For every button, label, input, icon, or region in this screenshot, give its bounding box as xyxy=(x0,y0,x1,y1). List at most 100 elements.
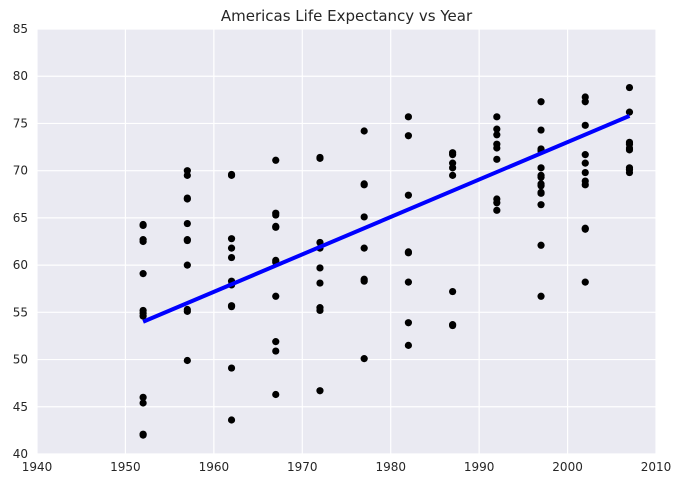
data-point xyxy=(183,195,191,203)
data-point xyxy=(537,189,545,197)
regression-line xyxy=(142,114,631,324)
data-point xyxy=(272,211,280,219)
data-point xyxy=(537,182,545,190)
regression-line-group xyxy=(142,114,631,324)
data-point xyxy=(360,127,368,135)
data-point xyxy=(493,125,501,133)
data-point xyxy=(316,279,324,287)
y-tick-label: 70 xyxy=(13,164,28,178)
y-tick-label: 60 xyxy=(13,258,28,272)
data-point xyxy=(272,390,280,399)
data-point xyxy=(139,270,147,278)
data-point xyxy=(493,144,501,152)
y-tick-label: 55 xyxy=(13,305,28,319)
data-point xyxy=(227,244,236,252)
data-point xyxy=(537,164,545,172)
data-point xyxy=(183,261,191,269)
data-point xyxy=(581,278,589,286)
y-tick-label: 40 xyxy=(13,447,28,461)
data-point xyxy=(581,121,589,129)
data-point xyxy=(493,199,501,207)
data-point xyxy=(183,307,191,315)
data-point xyxy=(625,146,634,154)
data-point xyxy=(537,292,545,300)
x-tick-label: 1970 xyxy=(287,460,318,474)
data-point xyxy=(404,191,412,199)
data-point xyxy=(139,237,147,246)
data-point xyxy=(227,253,236,262)
data-point xyxy=(272,338,280,346)
data-point xyxy=(139,393,147,401)
x-tick-label: 2010 xyxy=(641,460,672,474)
data-point xyxy=(227,416,236,424)
y-tick-label: 65 xyxy=(13,211,28,225)
data-point xyxy=(493,131,501,139)
chart-title: Americas Life Expectancy vs Year xyxy=(221,7,473,25)
data-point xyxy=(272,156,280,164)
data-point xyxy=(139,221,147,230)
y-tick-label: 85 xyxy=(13,22,28,36)
data-point xyxy=(449,171,457,179)
data-point xyxy=(360,277,368,285)
x-tick-label: 1960 xyxy=(199,460,230,474)
tick-labels: 1940 1950 1960 1970 1980 1990 2000 2010 40 45 50 55… xyxy=(13,22,672,474)
data-point xyxy=(404,278,412,286)
y-tick-label: 45 xyxy=(13,400,28,414)
data-point xyxy=(537,241,545,249)
data-point xyxy=(581,181,589,189)
data-point xyxy=(272,292,280,300)
x-tick-label: 1990 xyxy=(464,460,495,474)
data-point xyxy=(183,219,191,228)
data-point xyxy=(227,364,236,372)
data-point xyxy=(449,287,457,296)
data-points xyxy=(139,83,634,439)
data-point xyxy=(449,321,457,330)
data-point xyxy=(449,164,457,172)
data-point xyxy=(404,341,412,349)
data-point xyxy=(537,173,545,181)
data-point xyxy=(625,108,634,116)
data-point xyxy=(581,151,589,159)
data-point xyxy=(404,249,412,257)
data-point xyxy=(625,83,634,92)
data-point xyxy=(581,225,589,233)
y-tick-label: 75 xyxy=(13,116,28,130)
data-point xyxy=(493,206,501,214)
data-point xyxy=(227,171,236,179)
data-point xyxy=(581,168,589,177)
data-point xyxy=(360,355,368,363)
data-point xyxy=(183,236,191,245)
data-point xyxy=(316,306,324,315)
data-point xyxy=(183,356,191,365)
data-point xyxy=(183,171,191,179)
data-point xyxy=(404,113,412,121)
data-point xyxy=(316,387,324,395)
data-point xyxy=(360,244,368,252)
data-point xyxy=(581,98,589,106)
data-point xyxy=(272,347,280,355)
data-point xyxy=(272,223,280,231)
data-point xyxy=(139,312,147,320)
data-point xyxy=(537,126,545,134)
data-point xyxy=(493,155,501,163)
data-point xyxy=(316,264,324,272)
data-point xyxy=(404,319,412,327)
data-point xyxy=(537,201,545,209)
data-point xyxy=(404,132,412,140)
y-tick-label: 80 xyxy=(13,69,28,83)
data-point xyxy=(139,431,147,439)
plot-area xyxy=(37,29,656,454)
y-tick-label: 50 xyxy=(13,353,28,367)
x-tick-label: 1950 xyxy=(110,460,141,474)
data-point xyxy=(316,154,324,162)
x-tick-label: 1980 xyxy=(375,460,406,474)
data-point xyxy=(139,399,147,407)
data-point xyxy=(227,303,236,311)
data-point xyxy=(581,159,589,167)
x-tick-label: 2000 xyxy=(552,460,583,474)
data-point xyxy=(360,213,368,221)
data-point xyxy=(537,98,545,106)
data-point xyxy=(360,181,368,189)
data-point xyxy=(227,235,236,243)
